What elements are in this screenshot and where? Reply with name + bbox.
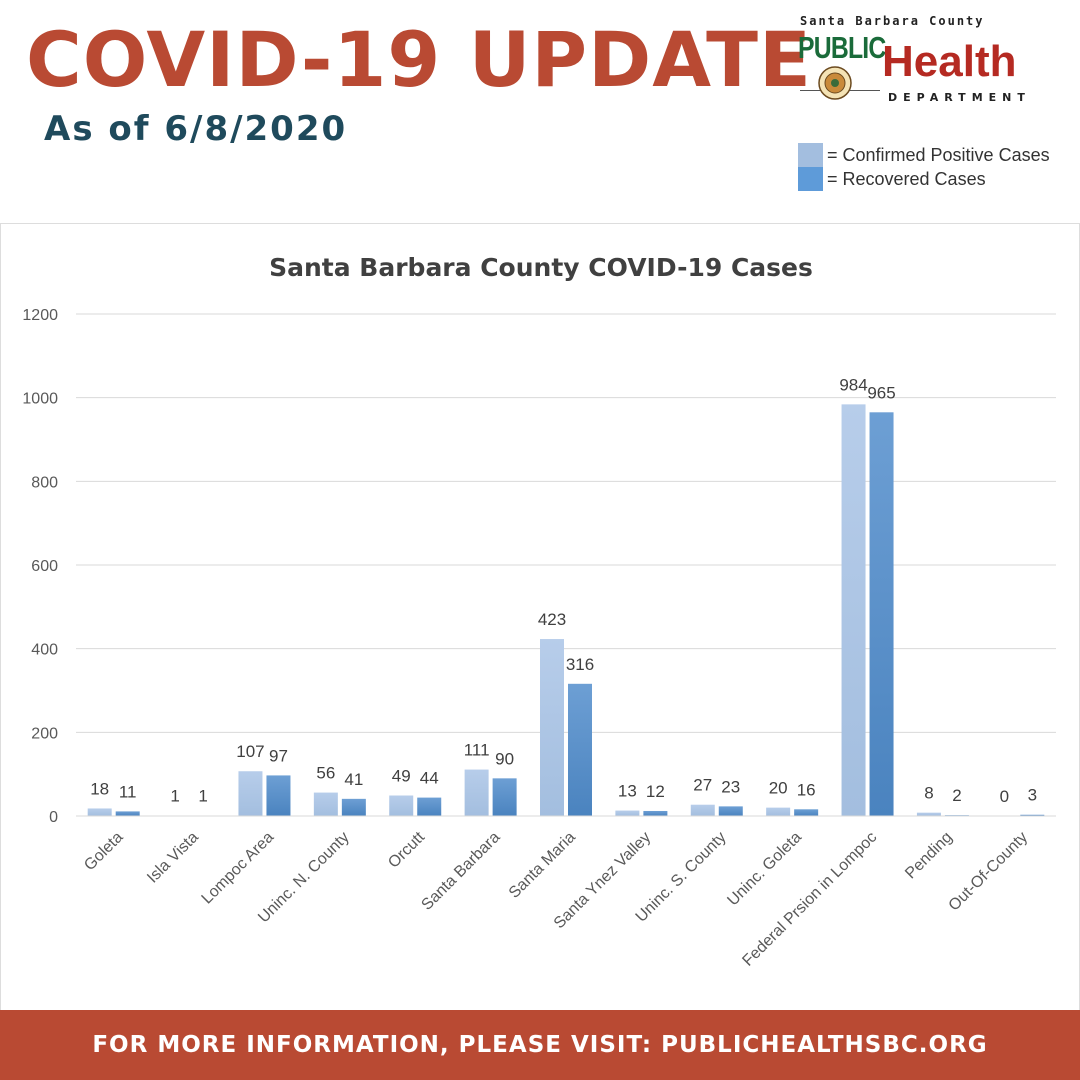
- bar-recovered: [869, 412, 894, 816]
- y-tick-label: 1000: [22, 391, 58, 408]
- data-label: 2: [952, 786, 961, 805]
- bar-recovered: [1020, 814, 1045, 816]
- logo-health-text: Health: [882, 37, 1017, 86]
- bar-recovered: [417, 797, 442, 816]
- bar-confirmed: [841, 404, 866, 816]
- footer-banner: FOR MORE INFORMATION, PLEASE VISIT: PUBL…: [0, 1010, 1080, 1080]
- bar-recovered: [568, 683, 592, 816]
- data-label: 90: [495, 749, 514, 768]
- data-label: 12: [646, 782, 665, 801]
- x-tick-label: Santa Barbara: [418, 829, 503, 914]
- x-tick-label: Out-Of-County: [946, 829, 1032, 915]
- chart-panel: Santa Barbara County COVID-19 Cases 0 200…: [0, 223, 1080, 1011]
- x-tick-label: Isla Vista: [144, 829, 202, 887]
- data-label: 56: [316, 764, 335, 783]
- x-tick-label: Uninc. Goleta: [724, 829, 805, 910]
- bar-recovered: [115, 811, 140, 816]
- bar-confirmed: [690, 804, 715, 816]
- public-health-logo: Santa Barbara County PUBLIC Health DEPAR…: [796, 14, 1056, 114]
- x-tick-label: Goleta: [81, 829, 126, 874]
- x-tick-label: Santa Maria: [506, 829, 579, 902]
- bar-recovered: [266, 775, 291, 816]
- bar-confirmed: [766, 807, 791, 816]
- y-tick-label: 600: [31, 558, 58, 575]
- data-label: 107: [236, 742, 264, 761]
- x-tick-label: Lompoc Area: [199, 829, 278, 908]
- footer-link-text[interactable]: FOR MORE INFORMATION, PLEASE VISIT: PUBL…: [92, 1032, 988, 1058]
- data-label: 0: [1000, 787, 1009, 806]
- data-label: 13: [618, 782, 637, 801]
- logo-public-text: PUBLIC: [798, 30, 886, 65]
- y-tick-label: 1200: [22, 307, 58, 324]
- bar-confirmed: [238, 771, 263, 816]
- bar-recovered: [341, 798, 366, 816]
- data-label: 316: [566, 655, 594, 674]
- data-label: 97: [269, 746, 288, 765]
- bar-confirmed: [464, 769, 489, 816]
- data-label: 1: [198, 787, 207, 806]
- legend-label-recovered: = Recovered Cases: [827, 168, 986, 189]
- bar-confirmed: [916, 812, 941, 816]
- data-label: 27: [693, 776, 712, 795]
- data-label: 20: [769, 779, 788, 798]
- data-label: 111: [464, 741, 490, 760]
- data-label: 965: [867, 383, 895, 402]
- legend-item-recovered: = Recovered Cases: [798, 167, 1050, 191]
- data-label: 423: [538, 610, 566, 629]
- data-label: 41: [344, 770, 363, 789]
- bar-confirmed: [615, 810, 640, 816]
- bar-recovered: [794, 809, 819, 816]
- bar-confirmed: [540, 639, 564, 816]
- y-tick-label: 200: [31, 725, 58, 742]
- bar-confirmed: [87, 808, 112, 816]
- legend-swatch-recovered: [798, 167, 823, 191]
- data-label: 1: [170, 787, 179, 806]
- data-label: 8: [924, 784, 933, 803]
- data-label: 23: [721, 777, 740, 796]
- legend-label-confirmed: = Confirmed Positive Cases: [827, 144, 1050, 165]
- as-of-date: As of 6/8/2020: [44, 109, 348, 149]
- legend: = Confirmed Positive Cases = Recovered C…: [798, 143, 1050, 191]
- page-title: COVID-19 UPDATE: [26, 15, 812, 104]
- bar-recovered: [718, 806, 743, 816]
- bar-recovered: [492, 778, 517, 816]
- bar-confirmed: [389, 795, 414, 816]
- logo-department-text: DEPARTMENT: [888, 91, 1031, 104]
- x-tick-label: Federal Prsion in Lompoc: [739, 829, 880, 970]
- data-label: 18: [90, 779, 109, 798]
- x-tick-label: Orcutt: [385, 828, 428, 871]
- bar-recovered: [643, 810, 668, 816]
- data-label: 49: [392, 767, 411, 786]
- bar-confirmed: [313, 792, 338, 816]
- data-label: 984: [839, 375, 867, 394]
- legend-item-confirmed: = Confirmed Positive Cases: [798, 143, 1050, 167]
- y-tick-label: 0: [49, 809, 58, 826]
- county-seal-icon: [818, 66, 852, 100]
- x-tick-label: Pending: [902, 829, 956, 883]
- data-label: 3: [1028, 786, 1037, 805]
- chart-title: Santa Barbara County COVID-19 Cases: [269, 253, 813, 282]
- data-label: 44: [420, 769, 439, 788]
- logo-county-text: Santa Barbara County: [800, 14, 985, 28]
- bar-chart: Santa Barbara County COVID-19 Cases 0200…: [22, 253, 1056, 970]
- legend-swatch-confirmed: [798, 143, 823, 167]
- data-label: 11: [119, 782, 137, 801]
- y-tick-label: 400: [31, 642, 58, 659]
- data-label: 16: [797, 780, 816, 799]
- y-tick-label: 800: [31, 474, 58, 491]
